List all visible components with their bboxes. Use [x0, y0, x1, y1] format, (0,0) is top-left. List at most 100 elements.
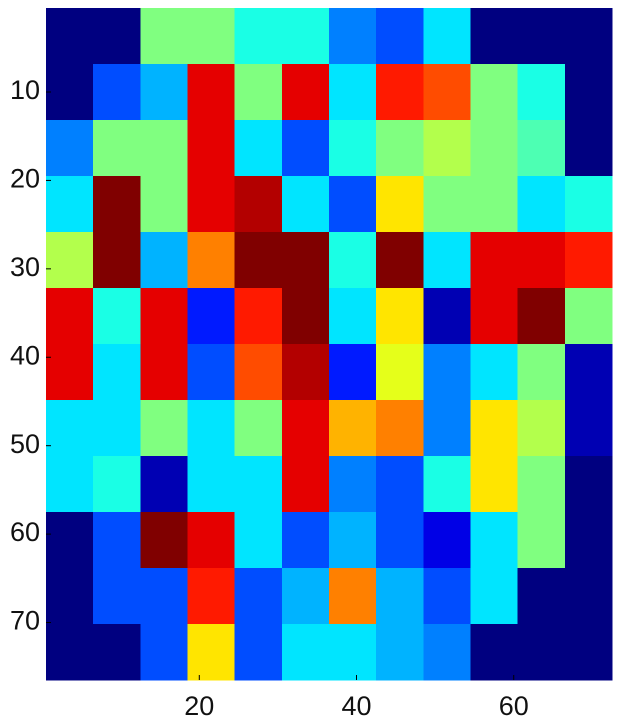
- image-cell: [140, 288, 188, 345]
- image-cell: [376, 64, 424, 121]
- image-cell: [93, 120, 141, 177]
- image-cell: [140, 176, 188, 233]
- image-cell: [329, 288, 377, 345]
- image-cell: [188, 456, 236, 513]
- image-cell: [518, 8, 566, 65]
- image-cell: [376, 288, 424, 345]
- image-cell: [282, 344, 330, 401]
- image-cell: [140, 568, 188, 625]
- image-cell: [423, 120, 471, 177]
- image-cell: [188, 344, 236, 401]
- y-tick-label: 10: [10, 75, 40, 105]
- y-tick-label: 40: [10, 340, 40, 370]
- image-cell: [376, 456, 424, 513]
- image-cell: [471, 176, 519, 233]
- image-cell: [471, 456, 519, 513]
- image-cell: [235, 400, 283, 457]
- image-cell: [329, 456, 377, 513]
- image-cell: [471, 512, 519, 569]
- image-cell: [188, 120, 236, 177]
- image-cell: [140, 8, 188, 65]
- image-cell: [376, 624, 424, 681]
- image-cell: [518, 64, 566, 121]
- image-cell: [235, 120, 283, 177]
- image-cell: [471, 288, 519, 345]
- image-cell: [235, 344, 283, 401]
- image-cell: [329, 120, 377, 177]
- image-cell: [471, 232, 519, 289]
- image-cell: [282, 120, 330, 177]
- image-cell: [423, 512, 471, 569]
- image-cell: [188, 8, 236, 65]
- image-cell: [518, 400, 566, 457]
- image-cell: [46, 176, 94, 233]
- image-cell: [518, 456, 566, 513]
- image-cell: [518, 176, 566, 233]
- image-cell: [565, 232, 613, 289]
- image-cell: [235, 624, 283, 681]
- image-cell: [471, 64, 519, 121]
- x-tick-label: 60: [499, 691, 529, 721]
- image-cell: [518, 512, 566, 569]
- image-cell: [46, 8, 94, 65]
- image-cell: [93, 512, 141, 569]
- image-cell: [471, 120, 519, 177]
- image-cell: [188, 64, 236, 121]
- image-cell: [93, 288, 141, 345]
- image-cell: [329, 8, 377, 65]
- image-cell: [93, 64, 141, 121]
- image-cell: [188, 232, 236, 289]
- image-cell: [518, 288, 566, 345]
- image-cell: [565, 344, 613, 401]
- y-tick-label: 70: [10, 606, 40, 636]
- image-cell: [565, 176, 613, 233]
- image-cell: [235, 176, 283, 233]
- image-cell: [471, 568, 519, 625]
- image-cell: [188, 512, 236, 569]
- image-cell: [93, 456, 141, 513]
- image-cell: [235, 456, 283, 513]
- image-cell: [329, 232, 377, 289]
- image-cell: [46, 512, 94, 569]
- image-cell: [282, 232, 330, 289]
- image-cell: [376, 176, 424, 233]
- page: {"chart_data": { "type": "image", "color…: [0, 0, 632, 724]
- image-cell: [565, 400, 613, 457]
- image-cell: [329, 568, 377, 625]
- x-tick-label: 40: [341, 691, 371, 721]
- image-cell: [235, 568, 283, 625]
- x-tick-label: 20: [184, 691, 214, 721]
- y-tick-label: 30: [10, 252, 40, 282]
- chart: 20406010203040506070: [0, 0, 632, 724]
- image-cell: [188, 568, 236, 625]
- image-cell: [565, 120, 613, 177]
- image-cell: [376, 120, 424, 177]
- image-cell: [188, 176, 236, 233]
- image-cell: [140, 456, 188, 513]
- image-cell: [140, 232, 188, 289]
- image-cell: [46, 64, 94, 121]
- image-cell: [282, 64, 330, 121]
- image-cell: [140, 344, 188, 401]
- image-cell: [46, 120, 94, 177]
- image-cell: [471, 8, 519, 65]
- image-cell: [376, 512, 424, 569]
- image-cell: [376, 400, 424, 457]
- image-cell: [140, 120, 188, 177]
- image-cell: [565, 8, 613, 65]
- image-cell: [423, 344, 471, 401]
- image-cell: [423, 624, 471, 681]
- image-cell: [235, 232, 283, 289]
- image-cell: [423, 64, 471, 121]
- image-cell: [282, 456, 330, 513]
- image-cell: [518, 624, 566, 681]
- image-cell: [282, 176, 330, 233]
- image-cell: [188, 400, 236, 457]
- image-cell: [188, 624, 236, 681]
- image-cell: [376, 8, 424, 65]
- image-cell: [518, 120, 566, 177]
- image-cell: [565, 624, 613, 681]
- image-cell: [423, 400, 471, 457]
- image-cell: [282, 288, 330, 345]
- image-cell: [376, 232, 424, 289]
